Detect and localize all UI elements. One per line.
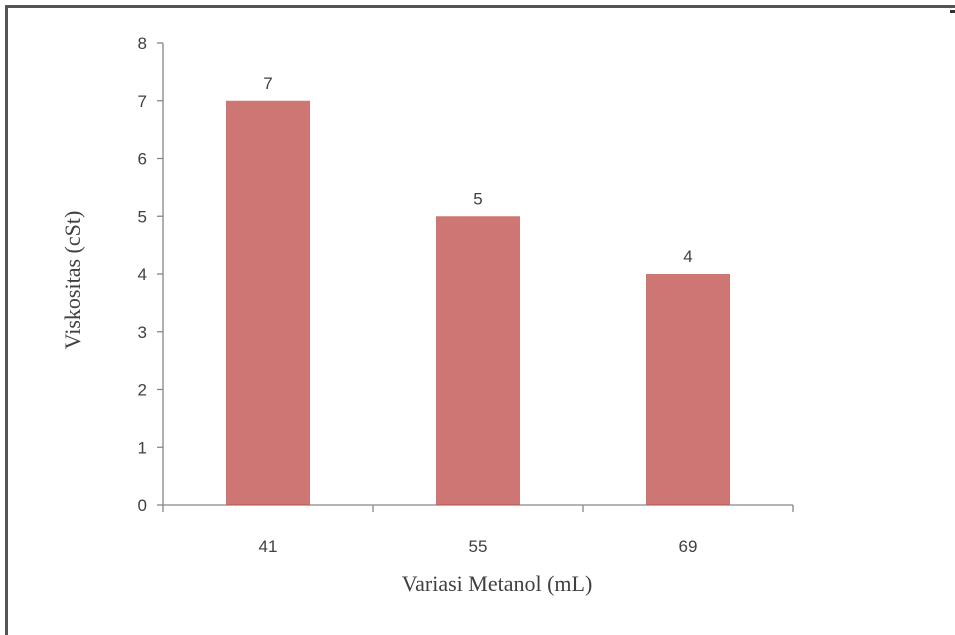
x-tick-label: 69 (679, 537, 698, 556)
y-tick-label: 0 (138, 496, 147, 515)
y-tick-label: 4 (138, 265, 147, 284)
x-axis-title: Variasi Metanol (mL) (402, 571, 593, 596)
bar-data-label: 5 (473, 189, 482, 208)
bar-data-label: 4 (683, 247, 692, 266)
frame-corner-mark (950, 10, 955, 13)
chart-bars (226, 100, 730, 505)
y-tick-label: 5 (138, 207, 147, 226)
bar (436, 216, 520, 505)
y-tick-label: 1 (138, 438, 147, 457)
y-tick-label: 2 (138, 381, 147, 400)
x-tick-label: 41 (259, 537, 278, 556)
bar (646, 274, 730, 505)
chart-frame (5, 5, 955, 635)
y-tick-label: 6 (138, 150, 147, 169)
y-tick-label: 8 (138, 34, 147, 53)
bar (226, 100, 310, 505)
y-tick-label: 7 (138, 92, 147, 111)
y-axis-title: Viskositas (cSt) (60, 211, 85, 350)
y-tick-label: 3 (138, 323, 147, 342)
x-tick-label: 55 (469, 537, 488, 556)
bar-data-label: 7 (263, 74, 272, 93)
